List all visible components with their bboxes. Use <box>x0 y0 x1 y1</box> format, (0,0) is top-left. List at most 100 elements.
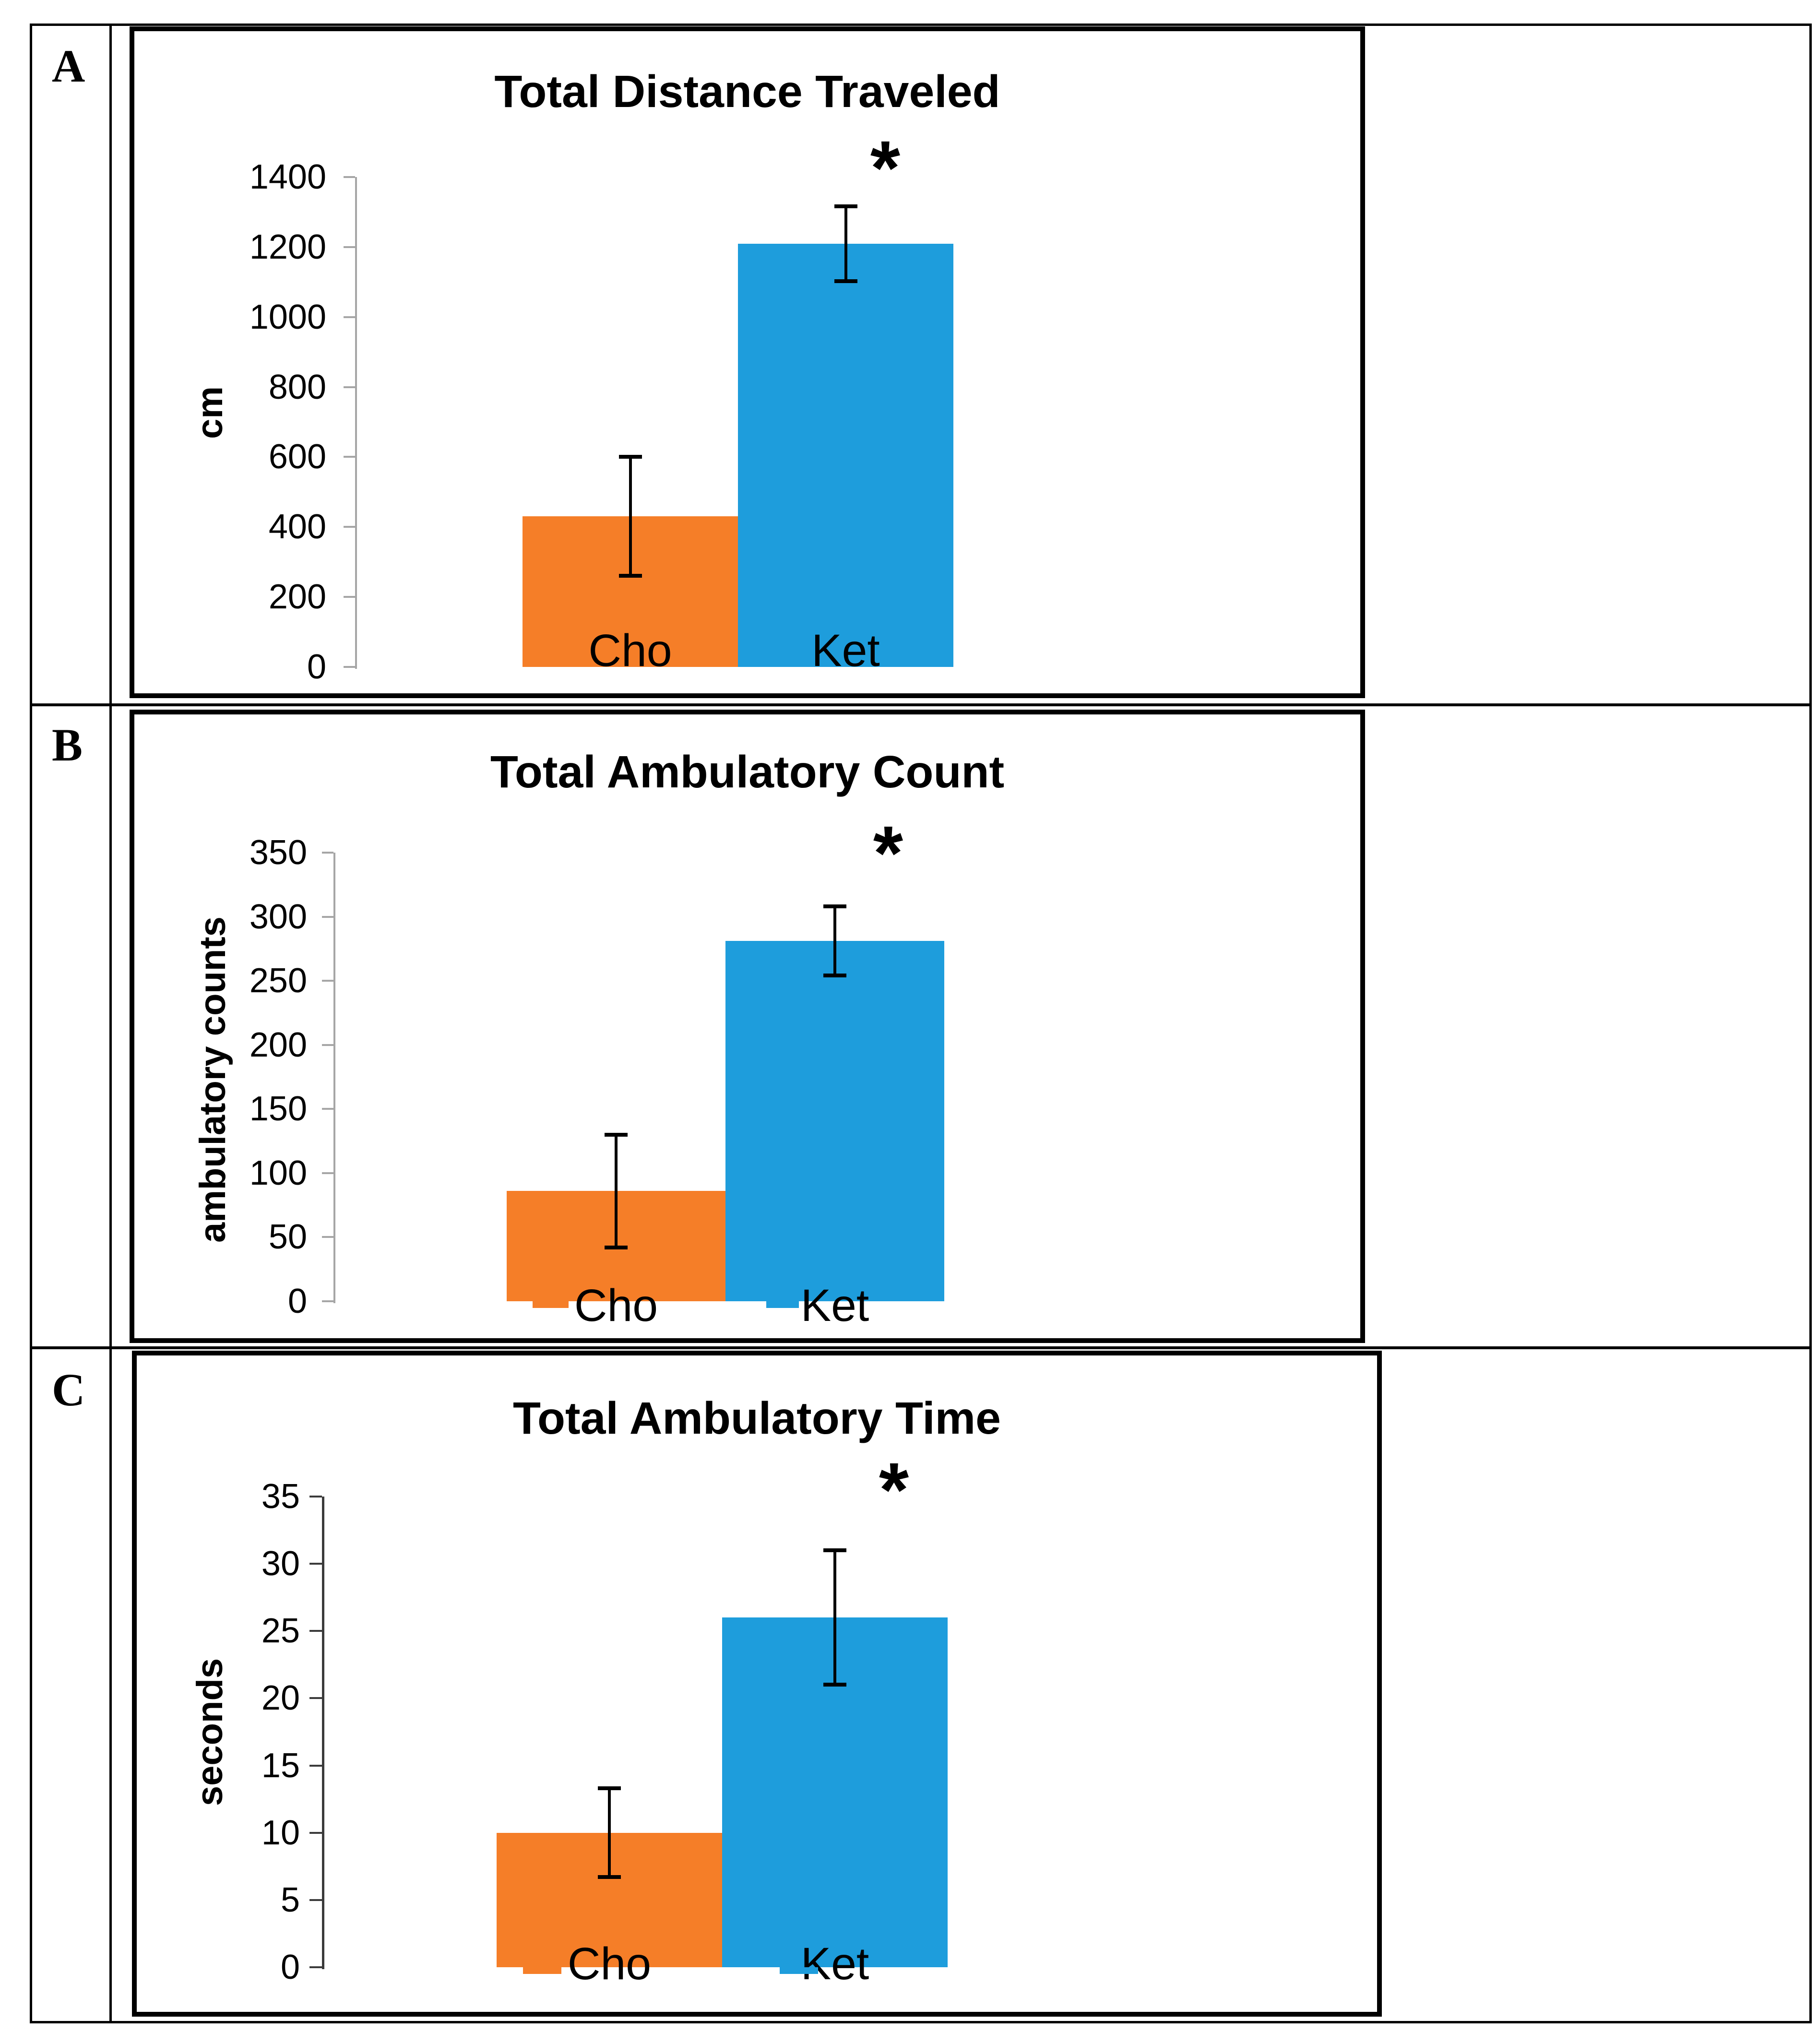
significance-asterisk: * <box>870 125 901 211</box>
chart-title: Total Ambulatory Time <box>513 1393 1001 1444</box>
error-bar <box>833 906 836 976</box>
y-axis-tick <box>344 246 355 248</box>
column-divider <box>109 26 112 2021</box>
y-axis-tick-label: 35 <box>261 1477 300 1516</box>
y-axis-tick-label: 300 <box>249 897 307 936</box>
bar-stub <box>523 1967 561 1974</box>
y-axis-tick <box>322 852 333 854</box>
category-label: Cho <box>574 1280 658 1331</box>
chart-title: Total Distance Traveled <box>494 66 1000 117</box>
bar-ket <box>738 243 953 667</box>
category-label: Ket <box>811 625 880 676</box>
y-axis-tick-label: 5 <box>280 1880 300 1919</box>
y-axis-tick-label: 100 <box>249 1153 307 1192</box>
y-axis-tick <box>309 1764 322 1767</box>
y-axis-tick-label: 400 <box>268 508 326 547</box>
y-axis-tick <box>344 456 355 458</box>
error-bar-cap <box>823 904 846 909</box>
y-axis-tick <box>322 1172 333 1174</box>
error-bar-cap <box>619 574 642 578</box>
bar-stub <box>533 1301 569 1308</box>
error-bar-cap <box>605 1245 628 1249</box>
row-divider-bc <box>32 1346 1809 1349</box>
y-axis-tick <box>344 316 355 318</box>
plot-area: 0 50 100 150 200 250 300 350 Cho Ket <box>134 714 1360 1338</box>
y-axis-tick-label: 200 <box>249 1025 307 1064</box>
y-axis-tick <box>344 176 355 178</box>
y-axis-tick-label: 200 <box>268 578 326 617</box>
y-axis-tick-label: 600 <box>268 438 326 476</box>
significance-asterisk: * <box>879 1447 909 1533</box>
y-axis-tick-label: 0 <box>280 1948 300 1986</box>
panel-letter-a: A <box>52 40 85 92</box>
category-label: Cho <box>588 625 672 676</box>
y-axis-tick <box>322 1236 333 1238</box>
error-bar-cap <box>598 1786 621 1791</box>
y-axis-tick <box>309 1496 322 1497</box>
error-bar <box>615 1134 618 1248</box>
error-bar-cap <box>598 1875 621 1879</box>
y-axis-tick-label: 0 <box>287 1282 307 1320</box>
error-bar <box>844 206 847 281</box>
bar-stub <box>780 1967 818 1974</box>
plot-area: 0 5 10 15 20 25 30 35 Cho Ket <box>137 1355 1377 2012</box>
bar-stub <box>766 1301 799 1308</box>
chart-panel-a: Total Distance Traveled cm * 0 200 400 600 8… <box>130 26 1365 698</box>
error-bar-cap <box>834 279 857 283</box>
figure-frame: A B C Total Distance Traveled cm * 0 200 4… <box>30 24 1812 2023</box>
y-axis-tick-label: 50 <box>268 1218 307 1257</box>
y-axis-tick <box>309 1899 322 1901</box>
error-bar-cap <box>834 204 857 208</box>
chart-title: Total Ambulatory Count <box>490 747 1005 797</box>
y-axis-tick <box>309 1563 322 1565</box>
y-axis-tick-label: 1000 <box>249 297 326 336</box>
error-bar-cap <box>605 1132 628 1137</box>
y-axis-tick <box>344 526 355 528</box>
y-axis-tick <box>344 666 355 668</box>
y-axis-line <box>322 1497 324 1969</box>
y-axis-tick-label: 150 <box>249 1090 307 1129</box>
y-axis-tick <box>322 1108 333 1110</box>
y-axis-tick-label: 350 <box>249 833 307 872</box>
error-bar <box>833 1550 836 1685</box>
category-label: Ket <box>800 1938 869 1989</box>
significance-asterisk: * <box>873 810 903 896</box>
error-bar <box>629 457 632 576</box>
y-axis-tick <box>309 1697 322 1699</box>
y-axis-tick-label: 800 <box>268 368 326 406</box>
panel-letter-b: B <box>52 719 83 771</box>
y-axis-tick <box>344 386 355 388</box>
y-axis-tick <box>322 1300 333 1302</box>
category-label: Cho <box>567 1938 652 1989</box>
y-axis-line <box>355 177 357 669</box>
error-bar-cap <box>619 455 642 459</box>
y-axis-tick-label: 10 <box>261 1813 300 1852</box>
row-divider-ab <box>32 703 1809 706</box>
y-axis-tick <box>344 596 355 598</box>
panel-letter-c: C <box>52 1364 85 1415</box>
chart-panel-c: Total Ambulatory Time seconds * 0 5 10 15 20… <box>132 1351 1382 2017</box>
y-axis-tick-label: 15 <box>261 1746 300 1785</box>
y-axis-tick <box>322 915 333 918</box>
y-axis-tick-label: 30 <box>261 1545 300 1583</box>
y-axis-tick <box>309 1831 322 1834</box>
y-axis-line <box>333 853 335 1303</box>
error-bar-cap <box>823 1683 846 1687</box>
y-axis-tick <box>322 1044 333 1046</box>
y-axis-tick <box>322 980 333 982</box>
y-axis-tick-label: 1400 <box>249 158 326 196</box>
chart-panel-b: Total Ambulatory Count ambulatory counts… <box>130 710 1365 1343</box>
plot-area: 0 200 400 600 800 1000 1200 1400 Cho Ket <box>134 31 1360 693</box>
error-bar-cap <box>823 974 846 978</box>
error-bar-cap <box>823 1548 846 1553</box>
y-axis-tick-label: 250 <box>249 962 307 1000</box>
y-axis-tick-label: 0 <box>307 648 326 686</box>
y-axis-tick <box>309 1966 322 1968</box>
y-axis-tick-label: 20 <box>261 1679 300 1718</box>
category-label: Ket <box>800 1280 869 1331</box>
y-axis-tick <box>309 1630 322 1632</box>
y-axis-tick-label: 25 <box>261 1612 300 1651</box>
bar-ket <box>725 941 944 1301</box>
y-axis-tick-label: 1200 <box>249 227 326 266</box>
error-bar <box>608 1788 611 1878</box>
